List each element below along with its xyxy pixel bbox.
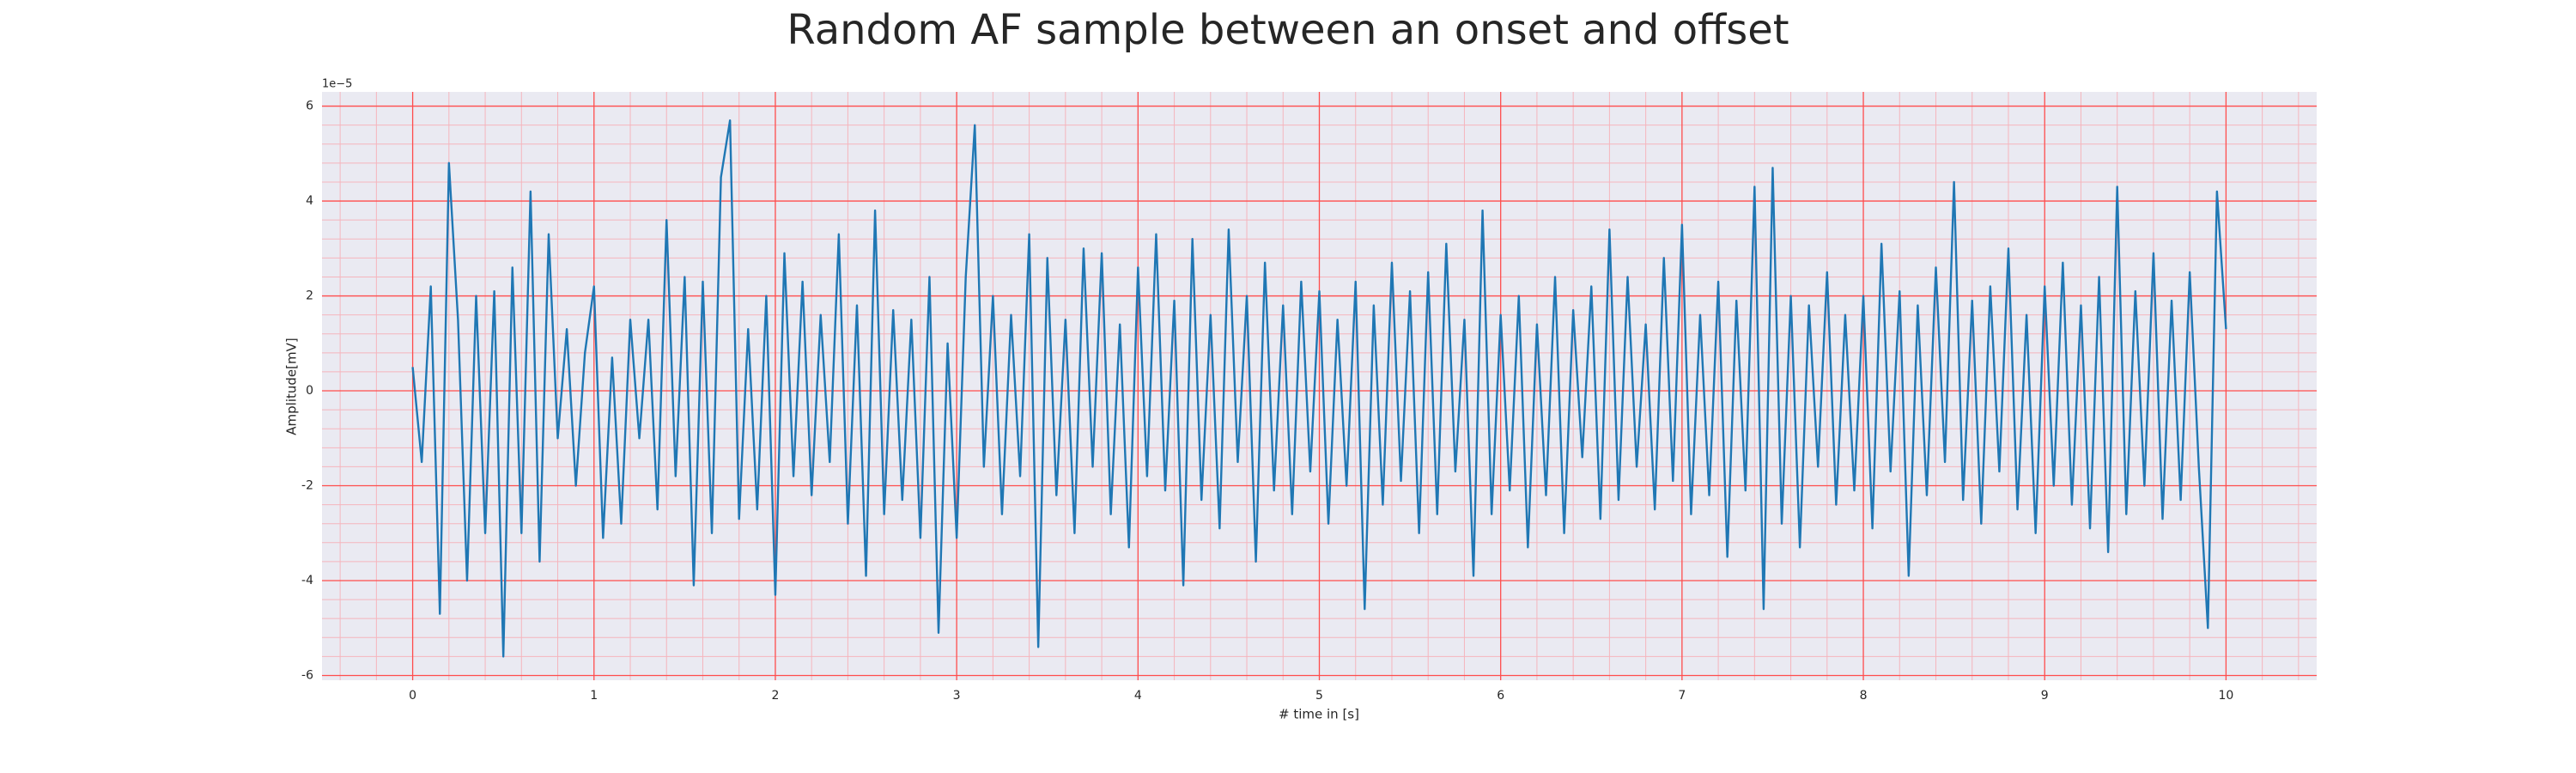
y-tick-label: -2	[301, 479, 313, 493]
y-tick-label: 6	[306, 100, 313, 113]
x-tick-label: 9	[2041, 689, 2049, 703]
chart-title: Random AF sample between an onset and of…	[787, 6, 1789, 54]
x-tick-label: 3	[953, 689, 961, 703]
x-tick-label: 4	[1134, 689, 1142, 703]
x-tick-label: 7	[1678, 689, 1686, 703]
y-tick-label: 0	[306, 384, 313, 398]
x-tick-label: 6	[1497, 689, 1504, 703]
signal-line	[411, 119, 2227, 658]
x-tick-label: 0	[409, 689, 416, 703]
x-tick-label: 1	[590, 689, 598, 703]
x-tick-label: 10	[2218, 689, 2233, 703]
offset-label: 1e−5	[322, 78, 352, 91]
x-tick-label: 5	[1315, 689, 1323, 703]
x-axis-label: # time in [s]	[1279, 707, 1359, 722]
y-axis-label: Amplitude[mV]	[284, 338, 300, 435]
y-tick-label: -6	[301, 668, 313, 682]
y-tick-label: 2	[306, 289, 313, 303]
y-tick-label: 4	[306, 194, 313, 208]
x-tick-label: 8	[1860, 689, 1868, 703]
y-tick-label: -4	[301, 574, 313, 587]
x-tick-label: 2	[771, 689, 779, 703]
